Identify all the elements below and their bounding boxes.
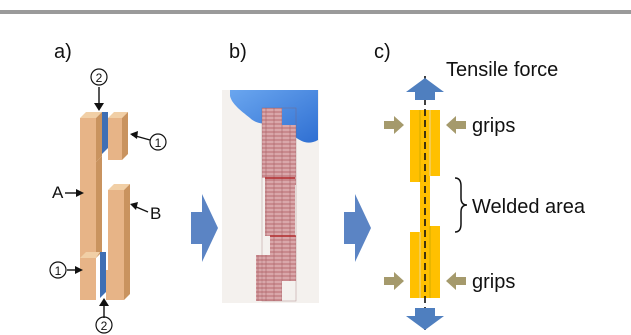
photo-piece-3 — [265, 178, 295, 236]
insert-top — [102, 112, 108, 154]
arrow-1-bottom-head — [75, 266, 83, 274]
grip-arrow-top-right — [446, 116, 466, 134]
part-b-side — [124, 184, 130, 288]
panel-a-label: a) — [54, 41, 72, 63]
part-b-label: B — [150, 204, 161, 223]
block-bottom-right-side — [124, 264, 130, 300]
photo-piece-1 — [262, 108, 282, 178]
arrow-2-top-head — [94, 103, 104, 111]
insert-bottom — [100, 252, 106, 298]
block-top-right-face — [108, 118, 122, 160]
part-a-face — [80, 162, 96, 258]
joint-top — [80, 112, 128, 162]
part-b-top — [108, 184, 130, 190]
welded-brace — [454, 177, 468, 233]
arrow-2-bottom-head — [99, 298, 109, 306]
grip-arrow-bottom-right — [446, 272, 466, 290]
arrow-part-b-head — [130, 202, 138, 210]
force-arrow-down — [406, 308, 444, 330]
block-top-right-top — [108, 112, 128, 118]
panel-b-label: b) — [229, 41, 247, 63]
block-bottom-left-face — [80, 258, 96, 300]
welded-area-label: Welded area — [472, 196, 586, 218]
grip-arrow-top-left — [384, 116, 404, 134]
marker-2-bottom-digit: 2 — [101, 319, 108, 333]
part-a-side — [96, 156, 102, 258]
panel-b: b) — [222, 41, 319, 303]
arrow-1-top-head — [130, 131, 138, 139]
block-a-top-side — [80, 118, 96, 162]
flow-arrow-ab — [191, 194, 218, 262]
force-arrow-up — [406, 78, 444, 100]
marker-1-bottom-circle — [49, 261, 67, 279]
grips-top-label: grips — [472, 115, 515, 137]
part-b-face — [108, 190, 124, 288]
marker-1-bottom-digit: 1 — [55, 264, 62, 278]
block-bottom-left-top — [80, 252, 100, 258]
panel-a: a) ② 2 1 A — [49, 41, 167, 334]
panel-c-label: c) — [374, 41, 391, 63]
specimen-photo — [222, 90, 319, 303]
top-rule — [0, 10, 631, 14]
part-a-label: A — [52, 183, 64, 202]
block-bottom-right-face — [106, 270, 124, 300]
marker-1-top-digit: 1 — [155, 136, 162, 150]
tensile-force-label: Tensile force — [446, 59, 558, 81]
arrow-part-a-head — [76, 189, 84, 197]
grips-bottom-label: grips — [472, 271, 515, 293]
block-top-right-side — [122, 112, 128, 160]
grip-arrow-bottom-left — [384, 272, 404, 290]
photo-piece-2 — [282, 125, 296, 185]
marker-2-top-circle — [90, 68, 108, 86]
block-a-top-top — [80, 112, 102, 118]
marker-1-top-circle — [149, 133, 167, 151]
joint-bottom — [80, 252, 130, 300]
block-a-top-edge — [96, 112, 102, 162]
panel-c: c) Tensile force grips Welded area grips — [374, 41, 586, 330]
flow-arrow-bc — [344, 194, 371, 262]
marker-2-bottom-circle — [95, 316, 113, 334]
photo-piece-5 — [256, 255, 282, 301]
marker-2-top-digit: 2 — [96, 71, 103, 85]
